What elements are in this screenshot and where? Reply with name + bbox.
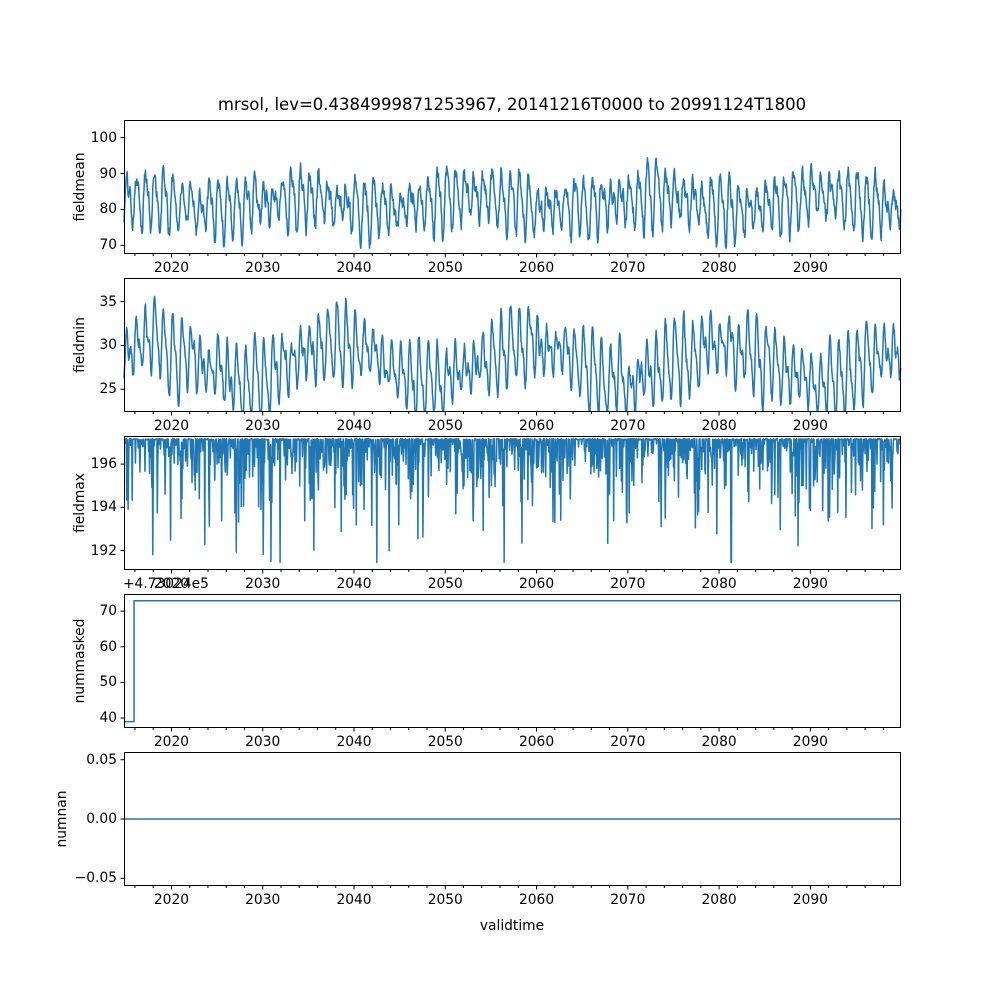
y-tick-label: 80 xyxy=(99,201,117,218)
x-tick-label: 2020 xyxy=(153,576,190,592)
x-tick-label: 2060 xyxy=(518,734,555,750)
x-tick-label: 2070 xyxy=(610,892,646,908)
axes-frame xyxy=(124,752,901,886)
y-tick-label: 70 xyxy=(99,603,117,620)
tick-marks xyxy=(120,610,884,732)
x-axis-label: validtime xyxy=(479,918,545,934)
tick-marks xyxy=(120,137,884,258)
axes-frame xyxy=(124,120,901,254)
y-axis-label-numnan: numnan xyxy=(54,790,70,848)
y-tick-label: 100 xyxy=(90,129,117,146)
y-tick-label: 0.00 xyxy=(86,811,117,827)
y-tick-label: 60 xyxy=(99,638,117,655)
plot-area-numnan xyxy=(120,752,901,890)
series-line-fieldmean xyxy=(123,157,902,249)
x-tick-label: 2090 xyxy=(792,892,828,908)
x-tick-label: 2080 xyxy=(701,734,737,750)
x-tick-label: 2060 xyxy=(518,260,555,276)
y-tick-label: 50 xyxy=(99,674,117,691)
plot-area-fieldmean xyxy=(120,120,902,258)
x-tick-label: 2060 xyxy=(518,576,555,592)
x-tick-label: 2090 xyxy=(792,734,828,750)
x-tick-label: 2070 xyxy=(610,734,646,750)
y-axis-offset-text: +4.73024e5 xyxy=(123,576,209,592)
x-tick-label: 2040 xyxy=(336,418,372,434)
x-tick-label: 2040 xyxy=(336,576,372,592)
y-tick-label: 90 xyxy=(99,165,117,182)
x-tick-label: 2050 xyxy=(427,892,463,908)
y-tick-label: 25 xyxy=(99,381,117,398)
y-tick-label: 0.05 xyxy=(86,751,117,768)
y-tick-label: 192 xyxy=(90,542,117,559)
series-line-fieldmax xyxy=(123,437,902,564)
x-tick-label: 2050 xyxy=(427,418,463,434)
y-tick-label: −0.05 xyxy=(74,870,117,887)
y-axis-label-fieldmin: fieldmin xyxy=(72,317,88,373)
y-tick-label: 70 xyxy=(99,237,117,254)
x-tick-label: 2070 xyxy=(610,260,646,276)
y-tick-label: 40 xyxy=(99,710,117,727)
x-tick-label: 2030 xyxy=(245,418,281,434)
x-tick-label: 2080 xyxy=(701,260,737,276)
x-tick-label: 2020 xyxy=(153,892,190,908)
x-tick-label: 2080 xyxy=(701,892,737,908)
series-line-fieldmin xyxy=(123,295,902,412)
x-tick-label: 2070 xyxy=(610,576,646,592)
x-tick-label: 2050 xyxy=(427,576,463,592)
x-tick-label: 2080 xyxy=(701,418,737,434)
x-tick-label: 2050 xyxy=(427,734,463,750)
x-tick-label: 2090 xyxy=(792,418,828,434)
y-axis-label-fieldmean: fieldmean xyxy=(72,152,88,222)
x-tick-label: 2040 xyxy=(336,892,372,908)
y-tick-label: 194 xyxy=(90,499,117,516)
plot-area-fieldmax xyxy=(120,436,902,574)
tick-marks xyxy=(120,759,884,890)
x-tick-label: 2030 xyxy=(245,734,281,750)
y-axis-label-nummasked: nummasked xyxy=(72,618,88,704)
x-tick-label: 2070 xyxy=(610,418,646,434)
x-tick-label: 2020 xyxy=(153,418,190,434)
axes-frame xyxy=(124,278,901,412)
x-tick-label: 2040 xyxy=(336,260,372,276)
y-tick-label: 35 xyxy=(99,293,117,310)
plot-area-fieldmin xyxy=(120,278,902,416)
x-tick-label: 2080 xyxy=(701,576,737,592)
x-tick-label: 2060 xyxy=(518,892,555,908)
y-tick-label: 196 xyxy=(90,456,117,473)
x-tick-label: 2030 xyxy=(245,260,281,276)
y-tick-label: 30 xyxy=(99,337,117,354)
x-tick-label: 2050 xyxy=(427,260,463,276)
series-line-nummasked xyxy=(124,600,901,723)
x-tick-label: 2020 xyxy=(153,260,190,276)
tick-marks xyxy=(120,463,884,574)
x-tick-label: 2040 xyxy=(336,734,372,750)
x-tick-label: 2060 xyxy=(518,418,555,434)
x-tick-label: 2090 xyxy=(792,576,828,592)
x-tick-label: 2030 xyxy=(245,576,281,592)
axes-frame xyxy=(124,436,901,570)
y-axis-label-fieldmax: fieldmax xyxy=(72,473,88,533)
chart-title: mrsol, lev=0.4384999871253967, 20141216T… xyxy=(217,95,807,114)
plot-area-nummasked xyxy=(120,594,901,732)
x-tick-label: 2020 xyxy=(153,734,190,750)
x-tick-label: 2090 xyxy=(792,260,828,276)
tick-marks xyxy=(120,301,884,416)
axes-frame xyxy=(124,594,901,728)
x-tick-label: 2030 xyxy=(245,892,281,908)
